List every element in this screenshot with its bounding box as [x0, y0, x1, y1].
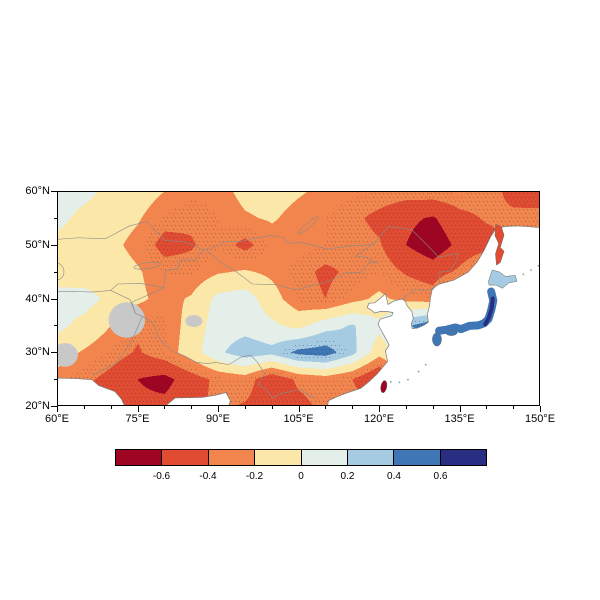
- colorbar: -0.6 -0.4 -0.2 0 0.2 0.4 0.6: [115, 449, 487, 489]
- x-minor-tick: [191, 406, 193, 409]
- x-major-tick: [137, 406, 139, 412]
- colorbar-segment: [346, 449, 395, 466]
- colorbar-segment: [254, 449, 302, 466]
- x-minor-tick: [352, 406, 354, 409]
- x-major-tick: [218, 406, 219, 412]
- colorbar-segment: [207, 449, 256, 466]
- x-tick-label: 150°E: [524, 413, 556, 425]
- colorbar-tick-label: 0: [298, 471, 304, 482]
- x-major-tick: [57, 406, 58, 412]
- y-major-tick: [51, 244, 57, 246]
- x-tick-label: 90°E: [206, 413, 230, 425]
- y-major-tick: [51, 352, 57, 354]
- y-minor-tick: [54, 379, 57, 381]
- colorbar-tick-label: 0.2: [340, 471, 355, 482]
- x-minor-tick: [244, 406, 246, 409]
- map-canvas: [57, 191, 540, 406]
- colorbar-segment: [439, 449, 487, 466]
- colorbar-tick-label: -0.4: [199, 471, 217, 482]
- colorbar-segment: [115, 449, 163, 466]
- x-tick-label: 105°E: [283, 413, 314, 425]
- x-minor-tick: [513, 406, 515, 409]
- colorbar-segment: [300, 449, 348, 466]
- y-major-tick: [51, 191, 57, 192]
- x-tick-label: 60°E: [45, 413, 69, 425]
- y-tick-label: 40°N: [25, 292, 50, 305]
- y-major-tick: [51, 406, 57, 407]
- colorbar-segment: [161, 449, 209, 466]
- y-minor-tick: [54, 217, 57, 219]
- colorbar-segment: [393, 449, 441, 466]
- x-minor-tick: [83, 406, 85, 409]
- colorbar-tick-label: -0.2: [245, 471, 264, 482]
- y-major-tick: [51, 298, 57, 300]
- colorbar-segments: [115, 449, 487, 466]
- colorbar-tick-label: 0.6: [433, 471, 448, 482]
- colorbar-tick-label: 0.4: [387, 471, 401, 482]
- map-plot-area: [57, 191, 540, 406]
- y-tick-label: 60°N: [25, 185, 50, 197]
- y-minor-tick: [54, 271, 57, 273]
- x-minor-tick: [325, 406, 327, 409]
- x-tick-label: 120°E: [363, 413, 395, 425]
- colorbar-tick-label: -0.6: [152, 471, 171, 482]
- y-tick-label: 20°N: [25, 400, 50, 412]
- x-major-tick: [298, 406, 300, 412]
- y-minor-tick: [54, 325, 57, 327]
- x-minor-tick: [405, 406, 407, 409]
- x-minor-tick: [486, 406, 488, 409]
- x-minor-tick: [271, 406, 273, 409]
- x-minor-tick: [432, 406, 434, 409]
- x-major-tick: [459, 406, 461, 412]
- x-major-tick: [379, 406, 380, 412]
- x-tick-label: 135°E: [444, 413, 475, 425]
- x-major-tick: [540, 406, 541, 412]
- x-minor-tick: [164, 406, 166, 409]
- y-tick-label: 50°N: [25, 238, 50, 251]
- x-tick-label: 75°E: [125, 413, 150, 425]
- y-tick-label: 30°N: [25, 346, 50, 359]
- x-minor-tick: [110, 406, 112, 409]
